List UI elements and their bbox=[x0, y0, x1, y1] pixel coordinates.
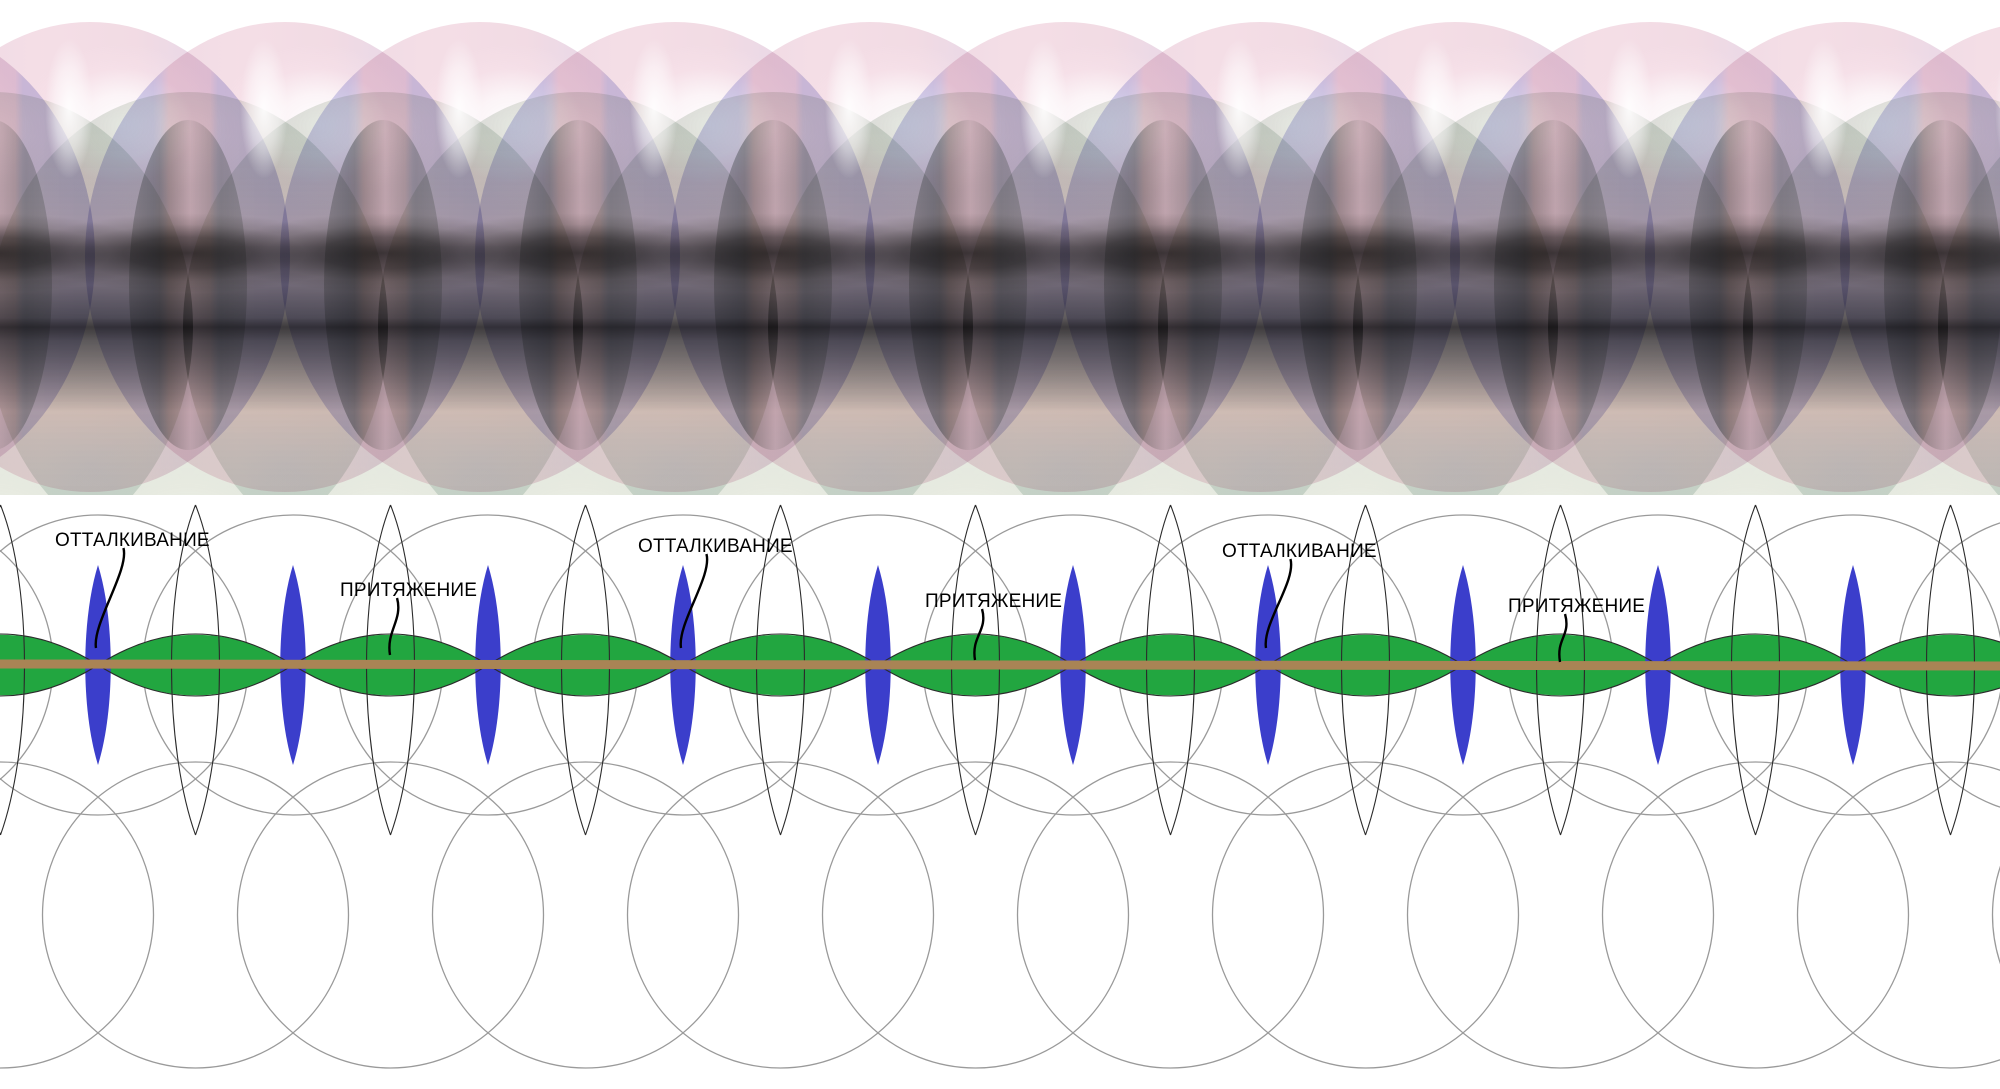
construction-arc-horizontal bbox=[682, 633, 879, 697]
construction-circle-lower bbox=[1211, 761, 1520, 1069]
sphere-vertical-lens bbox=[324, 120, 442, 450]
construction-circle-lower bbox=[1016, 761, 1325, 1069]
central-axis bbox=[0, 659, 2000, 671]
sphere-vertical-lens bbox=[1689, 120, 1807, 450]
sphere-highlight bbox=[40, 30, 98, 200]
construction-circle-lower bbox=[431, 761, 740, 1069]
sphere-highlight bbox=[1600, 30, 1658, 200]
diagram-svg bbox=[0, 504, 2000, 1069]
construction-arc-horizontal bbox=[1852, 633, 2000, 697]
construction-circle-lower bbox=[236, 761, 545, 1069]
sphere-highlight bbox=[1405, 30, 1463, 200]
construction-circle-lower bbox=[1991, 865, 2000, 965]
construction-arc-horizontal bbox=[0, 633, 99, 697]
construction-arc-horizontal bbox=[1657, 633, 1854, 697]
label-repulsion-3: ОТТАЛКИВАНИЕ bbox=[1222, 541, 1377, 562]
construction-circle-lower bbox=[821, 761, 1130, 1069]
sphere-highlight bbox=[625, 30, 683, 200]
construction-arc-horizontal bbox=[1267, 633, 1464, 697]
sphere-highlight bbox=[1795, 30, 1853, 200]
sphere-vertical-lens bbox=[714, 120, 832, 450]
geometry-diagram: ОТТАЛКИВАНИЕ ПРИТЯЖЕНИЕ ОТТАЛКИВАНИЕ ПРИТЯЖ… bbox=[0, 495, 2000, 1089]
label-attraction-1: ПРИТЯЖЕНИЕ bbox=[340, 580, 478, 601]
construction-circle-lower bbox=[1796, 761, 2000, 1069]
label-repulsion-2: ОТТАЛКИВАНИЕ bbox=[638, 536, 793, 557]
construction-circle-lower bbox=[41, 761, 350, 1069]
sphere-highlight bbox=[235, 30, 293, 200]
sphere-highlight bbox=[430, 30, 488, 200]
label-attraction-2: ПРИТЯЖЕНИЕ bbox=[925, 591, 1063, 612]
construction-arc-horizontal bbox=[1072, 633, 1269, 697]
translucent-sphere-chain bbox=[0, 0, 2000, 495]
label-repulsion-1: ОТТАЛКИВАНИЕ bbox=[55, 530, 210, 551]
sphere-vertical-lens bbox=[909, 120, 1027, 450]
sphere-highlight bbox=[1210, 30, 1268, 200]
construction-circle-lower bbox=[626, 761, 935, 1069]
sphere-vertical-lens bbox=[1104, 120, 1222, 450]
sphere-vertical-lens bbox=[1884, 120, 2000, 450]
construction-circle-lower bbox=[0, 761, 155, 1069]
sphere-highlight bbox=[820, 30, 878, 200]
construction-circle-lower bbox=[1601, 761, 1910, 1069]
sphere-highlight bbox=[1015, 30, 1073, 200]
label-attraction-3: ПРИТЯЖЕНИЕ bbox=[1508, 596, 1646, 617]
sphere-highlight bbox=[1990, 30, 2000, 200]
sphere-vertical-lens bbox=[1494, 120, 1612, 450]
sphere-vertical-lens bbox=[1299, 120, 1417, 450]
construction-circle-lower bbox=[1406, 761, 1715, 1069]
construction-arc-horizontal bbox=[487, 633, 684, 697]
sphere-vertical-lens bbox=[129, 120, 247, 450]
sphere-vertical-lens bbox=[519, 120, 637, 450]
construction-arc-horizontal bbox=[97, 633, 294, 697]
